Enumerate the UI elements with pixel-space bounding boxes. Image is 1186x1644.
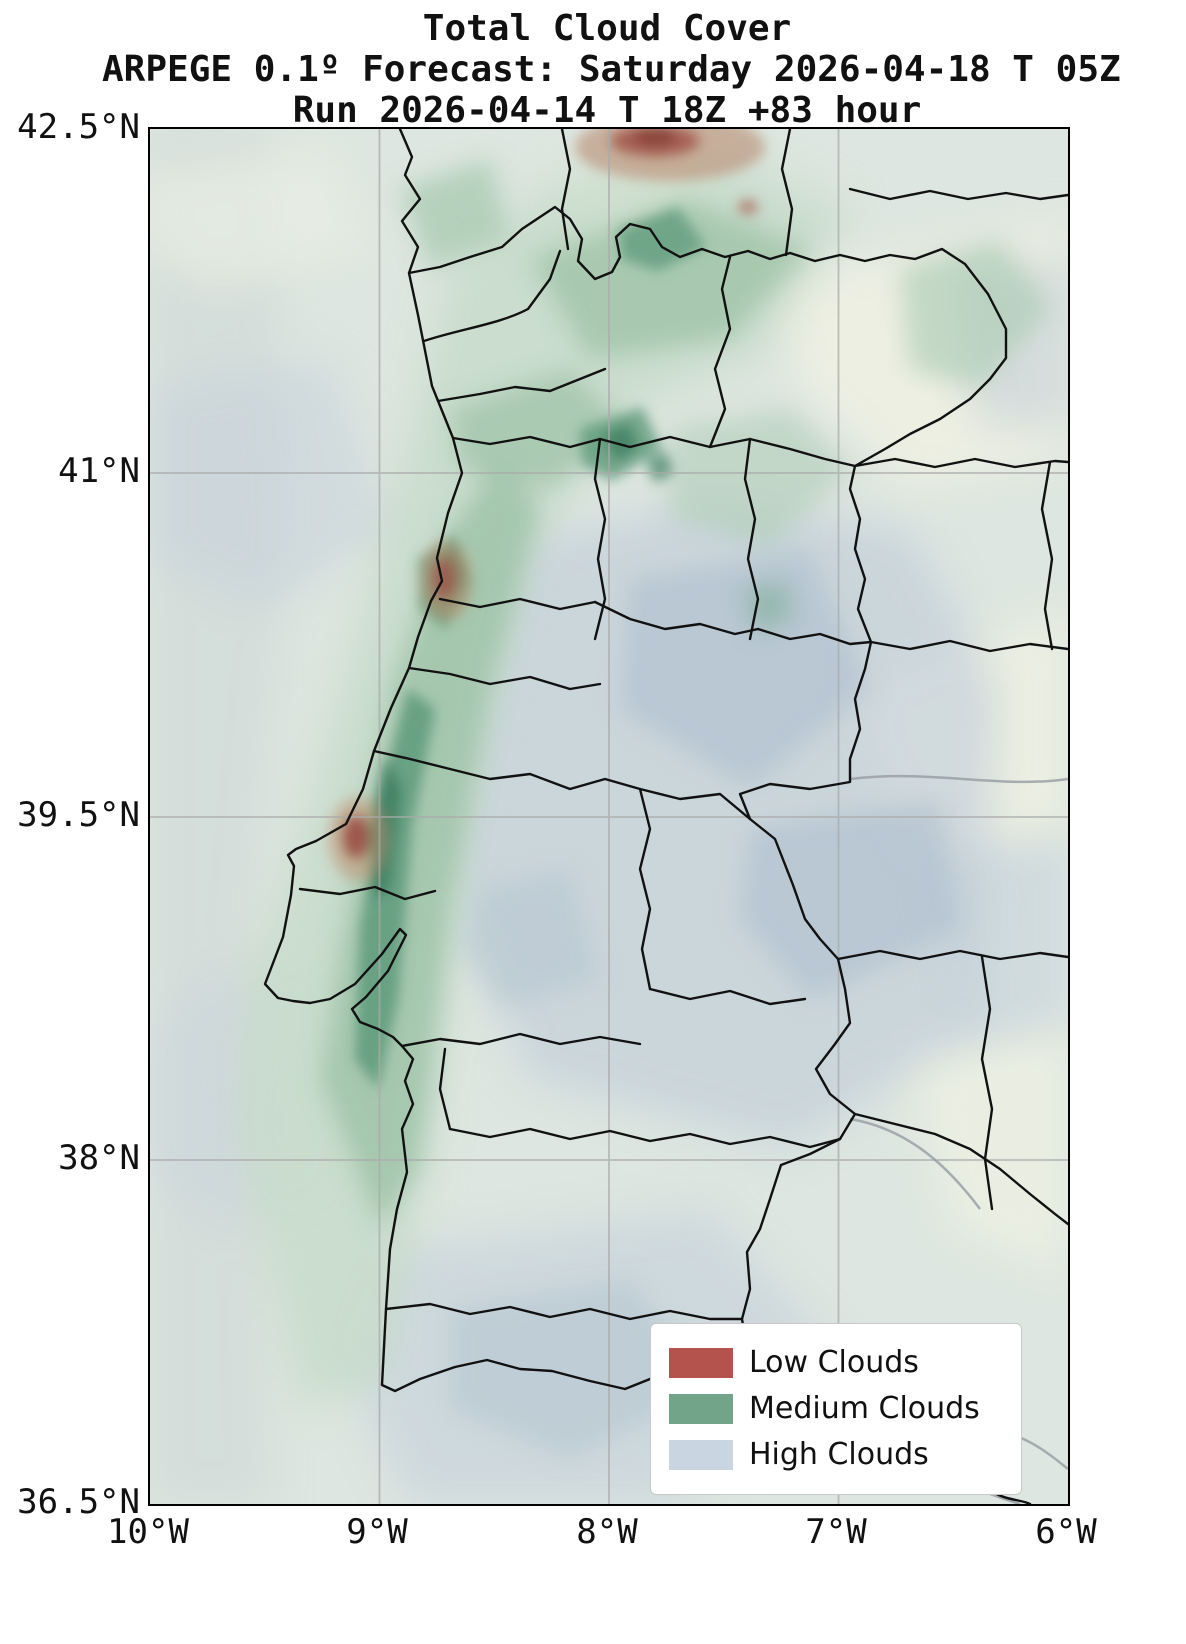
legend-row-medium: Medium Clouds [669,1386,1003,1432]
y-tick-38n: 38°N [58,1138,140,1178]
y-tick-41n: 41°N [58,451,140,491]
legend: Low Clouds Medium Clouds High Clouds [650,1323,1022,1495]
legend-row-low: Low Clouds [669,1340,1003,1386]
title-line-3: Run 2026-04-14 T 18Z +83 hour [292,90,922,131]
y-tick-42-5n: 42.5°N [17,107,140,147]
legend-swatch-low-clouds [669,1348,733,1378]
legend-label-medium-clouds: Medium Clouds [749,1391,980,1426]
title-line-2: ARPEGE 0.1º Forecast: Saturday 2026-04-1… [102,49,1121,90]
title-line-1: Total Cloud Cover [422,8,792,49]
gridlines [150,129,1068,1504]
boundaries [263,129,1068,1504]
figure-title: Total Cloud Cover ARPEGE 0.1º Forecast: … [102,8,1121,131]
x-tick-6w: 6°W [1035,1512,1097,1552]
legend-label-low-clouds: Low Clouds [749,1345,919,1380]
legend-label-high-clouds: High Clouds [749,1437,929,1472]
map-canvas [150,129,1068,1504]
cloud-layer-cores [328,129,765,1089]
map-frame: Low Clouds Medium Clouds High Clouds [148,127,1070,1506]
x-tick-7w: 7°W [805,1512,867,1552]
x-tick-8w: 8°W [576,1512,638,1552]
x-tick-10w: 10°W [107,1512,189,1552]
coastline-path [263,129,749,1393]
legend-row-high: High Clouds [669,1432,1003,1478]
x-tick-9w: 9°W [346,1512,408,1552]
y-tick-39-5n: 39.5°N [17,795,140,835]
legend-swatch-medium-clouds [669,1394,733,1424]
border-path [407,205,1008,1351]
legend-swatch-high-clouds [669,1440,733,1470]
y-tick-36-5n: 36.5°N [17,1482,140,1522]
